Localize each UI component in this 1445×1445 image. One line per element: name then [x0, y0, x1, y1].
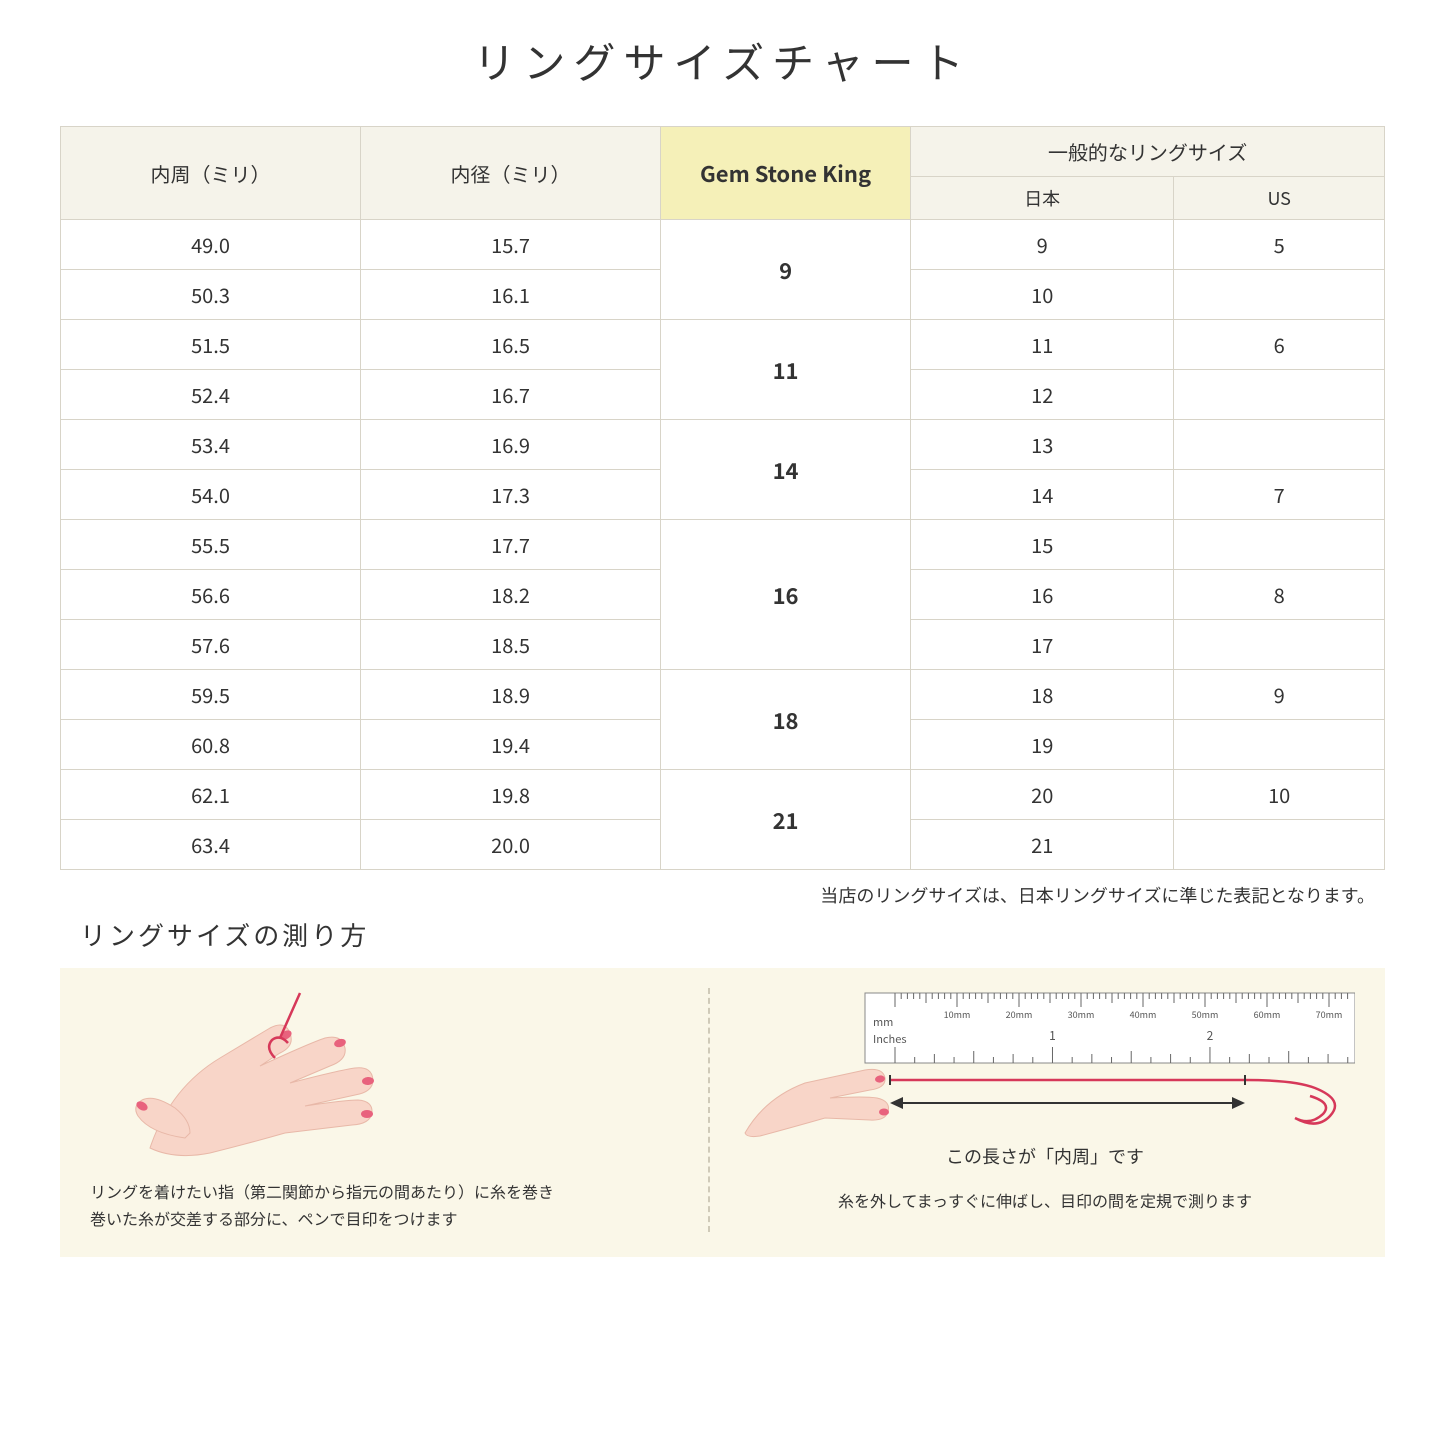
cell-circumference: 53.4	[61, 420, 361, 470]
svg-text:60mm: 60mm	[1254, 1008, 1281, 1021]
instruction-right-text: 糸を外してまっすぐに伸ばし、目印の間を定規で測ります	[735, 1187, 1355, 1214]
svg-text:10mm: 10mm	[944, 1008, 971, 1021]
instruction-right: 10mm 20mm 30mm 40mm 50mm 60mm 70mm mm Inches 1…	[735, 988, 1355, 1232]
cell-circumference: 54.0	[61, 470, 361, 520]
ruler-measure-illustration: 10mm 20mm 30mm 40mm 50mm 60mm 70mm mm Inches 1…	[735, 988, 1355, 1138]
cell-us	[1174, 720, 1385, 770]
svg-text:2: 2	[1207, 1027, 1214, 1044]
cell-us: 8	[1174, 570, 1385, 620]
table-row: 55.517.71615	[61, 520, 1385, 570]
svg-text:50mm: 50mm	[1192, 1008, 1219, 1021]
cell-us	[1174, 620, 1385, 670]
ring-size-table: 内周（ミリ） 内径（ミリ） Gem Stone King 一般的なリングサイズ …	[60, 126, 1385, 870]
cell-diameter: 18.9	[361, 670, 661, 720]
cell-diameter: 16.7	[361, 370, 661, 420]
cell-diameter: 15.7	[361, 220, 661, 270]
cell-gsk: 21	[661, 770, 911, 870]
cell-gsk: 11	[661, 320, 911, 420]
cell-jp: 21	[911, 820, 1174, 870]
cell-jp: 15	[911, 520, 1174, 570]
cell-diameter: 20.0	[361, 820, 661, 870]
instruction-left-text: リングを着けたい指（第二関節から指元の間あたり）に糸を巻き巻いた糸が交差する部分…	[90, 1178, 683, 1232]
note-text: 当店のリングサイズは、日本リングサイズに準じた表記となります。	[60, 882, 1385, 908]
table-row: 62.119.8212010	[61, 770, 1385, 820]
svg-text:30mm: 30mm	[1068, 1008, 1095, 1021]
cell-diameter: 17.7	[361, 520, 661, 570]
cell-circumference: 57.6	[61, 620, 361, 670]
cell-circumference: 51.5	[61, 320, 361, 370]
hand-wrap-illustration	[90, 988, 510, 1168]
cell-us	[1174, 420, 1385, 470]
cell-us: 6	[1174, 320, 1385, 370]
svg-text:70mm: 70mm	[1316, 1008, 1343, 1021]
cell-jp: 20	[911, 770, 1174, 820]
cell-diameter: 18.5	[361, 620, 661, 670]
th-gsk: Gem Stone King	[661, 127, 911, 220]
instruction-left: リングを着けたい指（第二関節から指元の間あたり）に糸を巻き巻いた糸が交差する部分…	[90, 988, 683, 1232]
cell-circumference: 63.4	[61, 820, 361, 870]
svg-text:40mm: 40mm	[1130, 1008, 1157, 1021]
cell-jp: 14	[911, 470, 1174, 520]
ruler-inches-label: Inches	[873, 1031, 906, 1047]
cell-us	[1174, 520, 1385, 570]
cell-us: 5	[1174, 220, 1385, 270]
cell-gsk: 18	[661, 670, 911, 770]
cell-jp: 9	[911, 220, 1174, 270]
arrow-label: この長さが「内周」です	[735, 1143, 1355, 1169]
cell-jp: 19	[911, 720, 1174, 770]
instructions-panel: リングを着けたい指（第二関節から指元の間あたり）に糸を巻き巻いた糸が交差する部分…	[60, 968, 1385, 1257]
cell-us: 7	[1174, 470, 1385, 520]
svg-text:20mm: 20mm	[1006, 1008, 1033, 1021]
table-row: 53.416.91413	[61, 420, 1385, 470]
cell-diameter: 16.1	[361, 270, 661, 320]
cell-gsk: 9	[661, 220, 911, 320]
cell-gsk: 16	[661, 520, 911, 670]
cell-gsk: 14	[661, 420, 911, 520]
cell-circumference: 55.5	[61, 520, 361, 570]
th-jp: 日本	[911, 177, 1174, 220]
cell-jp: 18	[911, 670, 1174, 720]
howto-title: リングサイズの測り方	[80, 916, 1385, 953]
cell-circumference: 59.5	[61, 670, 361, 720]
table-row: 51.516.511116	[61, 320, 1385, 370]
th-us: US	[1174, 177, 1385, 220]
cell-diameter: 16.9	[361, 420, 661, 470]
cell-us	[1174, 820, 1385, 870]
cell-circumference: 50.3	[61, 270, 361, 320]
cell-diameter: 17.3	[361, 470, 661, 520]
cell-jp: 13	[911, 420, 1174, 470]
cell-diameter: 18.2	[361, 570, 661, 620]
ruler-mm-label: mm	[873, 1014, 893, 1030]
svg-text:1: 1	[1049, 1027, 1056, 1044]
cell-us	[1174, 270, 1385, 320]
cell-jp: 12	[911, 370, 1174, 420]
cell-circumference: 52.4	[61, 370, 361, 420]
cell-circumference: 60.8	[61, 720, 361, 770]
cell-circumference: 49.0	[61, 220, 361, 270]
cell-jp: 10	[911, 270, 1174, 320]
th-circumference: 内周（ミリ）	[61, 127, 361, 220]
page-title: リングサイズチャート	[60, 30, 1385, 91]
cell-diameter: 19.8	[361, 770, 661, 820]
cell-circumference: 56.6	[61, 570, 361, 620]
cell-jp: 17	[911, 620, 1174, 670]
table-row: 49.015.7995	[61, 220, 1385, 270]
cell-us	[1174, 370, 1385, 420]
divider	[708, 988, 710, 1232]
th-common: 一般的なリングサイズ	[911, 127, 1385, 177]
cell-jp: 16	[911, 570, 1174, 620]
table-row: 59.518.918189	[61, 670, 1385, 720]
th-diameter: 内径（ミリ）	[361, 127, 661, 220]
cell-diameter: 19.4	[361, 720, 661, 770]
cell-diameter: 16.5	[361, 320, 661, 370]
cell-us: 9	[1174, 670, 1385, 720]
cell-us: 10	[1174, 770, 1385, 820]
cell-jp: 11	[911, 320, 1174, 370]
cell-circumference: 62.1	[61, 770, 361, 820]
